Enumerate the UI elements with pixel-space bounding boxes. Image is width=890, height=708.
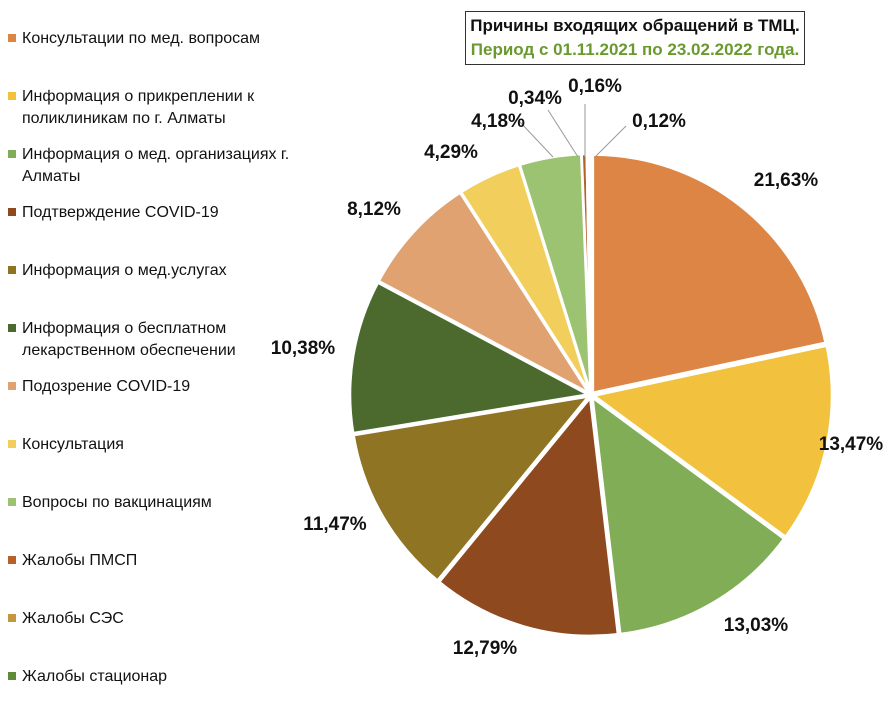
legend-item: Подозрение COVID-19: [8, 376, 302, 398]
data-label: 8,12%: [347, 199, 401, 220]
pie-slice: [590, 394, 786, 636]
data-label: 0,16%: [568, 76, 622, 97]
legend-item: Информация о прикреплении к поликлиникам…: [8, 86, 302, 130]
data-label: 21,63%: [754, 170, 819, 191]
legend-item: Жалобы ПМСП: [8, 550, 302, 572]
legend-label: Подтверждение COVID-19: [22, 204, 219, 221]
legend-label: Консультации по мед. вопросам: [22, 30, 261, 47]
data-label: 4,29%: [424, 142, 478, 163]
legend-item: Жалобы стационар: [8, 666, 302, 688]
legend-swatch: [8, 92, 16, 100]
data-label: 13,47%: [819, 434, 884, 455]
data-label: 10,38%: [271, 338, 336, 359]
legend-item: Жалобы СЭС: [8, 608, 302, 630]
legend-label: Информация о бесплатном лекарственном об…: [22, 320, 236, 359]
pie-slice: [590, 344, 834, 539]
legend-label: Информация о мед.услугах: [22, 262, 227, 279]
legend-swatch: [8, 266, 16, 274]
data-label: 4,18%: [471, 111, 525, 132]
legend-label: Жалобы СЭС: [22, 610, 124, 627]
legend-item: Консультации по мед. вопросам: [8, 28, 302, 50]
legend-item: Информация о мед. организациях г. Алматы: [8, 144, 302, 188]
data-label: 0,12%: [632, 111, 686, 132]
leader-line: [547, 109, 579, 158]
legend-label: Консультация: [22, 436, 124, 453]
legend-label: Жалобы стационар: [22, 668, 168, 685]
legend-label: Подозрение COVID-19: [22, 378, 191, 395]
legend-swatch: [8, 672, 16, 680]
pie-slice: [348, 280, 592, 435]
chart-subtitle: Период с 01.11.2021 по 23.02.2022 года.: [470, 40, 800, 59]
legend-swatch: [8, 382, 16, 390]
legend-item: Информация о бесплатном лекарственном об…: [8, 318, 302, 362]
data-label: 13,03%: [724, 615, 789, 636]
legend-label: Вопросы по вакцинациям: [22, 494, 212, 511]
pie-slice: [437, 394, 620, 638]
chart-title-box: Причины входящих обращений в ТМЦ. Период…: [465, 11, 805, 65]
legend-item: Информация о мед.услугах: [8, 260, 302, 282]
pie-slice: [587, 152, 593, 393]
leader-line: [594, 125, 627, 158]
legend-label: Жалобы ПМСП: [22, 552, 138, 569]
legend-swatch: [8, 614, 16, 622]
legend-swatch: [8, 208, 16, 216]
data-label: 11,47%: [303, 514, 366, 535]
legend-swatch: [8, 498, 16, 506]
pie-slice: [377, 191, 593, 397]
legend-swatch: [8, 440, 16, 448]
leader-line: [519, 121, 554, 158]
legend-swatch: [8, 150, 16, 158]
data-label: 12,79%: [453, 638, 518, 659]
legend-item: Подтверждение COVID-19: [8, 202, 302, 224]
chart-title: Причины входящих обращений в ТМЦ.: [470, 16, 800, 35]
legend-item: Вопросы по вакцинациям: [8, 492, 302, 514]
pie-slice: [591, 153, 828, 395]
legend-swatch: [8, 556, 16, 564]
legend-item: Консультация: [8, 434, 302, 456]
data-label: 0,34%: [508, 88, 562, 109]
legend-swatch: [8, 324, 16, 332]
legend-label: Информация о мед. организациях г. Алматы: [22, 146, 290, 185]
legend-label: Информация о прикреплении к поликлиникам…: [22, 88, 255, 127]
legend-swatch: [8, 34, 16, 42]
pie-slice: [352, 394, 592, 583]
